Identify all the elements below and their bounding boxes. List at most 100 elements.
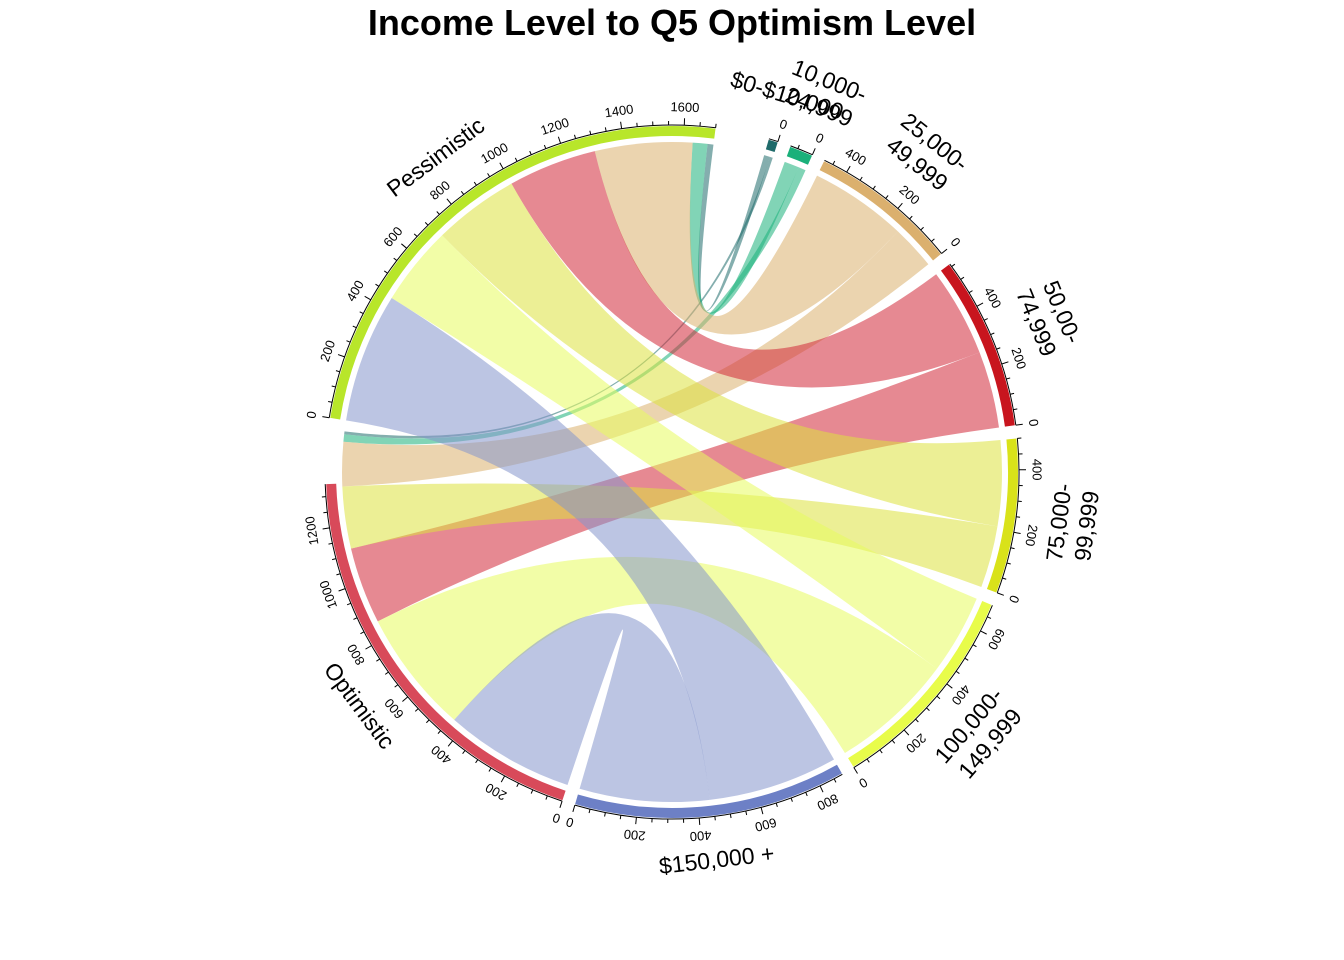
tick-pessimistic-450 <box>375 283 380 287</box>
tick-25k-300 <box>872 185 876 190</box>
tick-pessimistic-950 <box>487 173 491 178</box>
tick-pessimistic-1100 <box>529 150 532 155</box>
tick-50k-350 <box>983 318 988 321</box>
ribbon-150k-pessimistic <box>346 297 835 800</box>
tick-50k-100 <box>1010 392 1015 395</box>
tick-75k-250 <box>1016 516 1021 518</box>
tick-100k-100 <box>879 749 883 754</box>
tick-25k-250 <box>885 195 889 199</box>
sector-axis-25k <box>824 159 942 254</box>
tick-pessimistic-150 <box>335 370 340 373</box>
tick-75k-0 <box>997 592 1004 596</box>
tick-25k-50 <box>931 238 935 242</box>
tick-label-100k-200: 200 <box>903 731 929 757</box>
tick-pessimistic-1150 <box>543 144 547 149</box>
tick-50k-0 <box>1015 423 1023 426</box>
tick-label-100k-600: 600 <box>985 626 1008 652</box>
chord-ribbons <box>342 141 1003 802</box>
tick-pessimistic-500 <box>384 270 388 274</box>
tick-50k-50 <box>1013 408 1018 411</box>
ribbon-lt10k-pessimistic <box>698 143 770 312</box>
tick-150k-500 <box>729 813 732 819</box>
tick-150k-550 <box>745 810 748 816</box>
sector-axis-optimistic <box>324 484 563 802</box>
tick-25k-100 <box>920 226 924 231</box>
tick-optimistic-150 <box>516 783 519 788</box>
tick-pessimistic-1400 <box>620 121 623 129</box>
tick-50k-550 <box>951 263 956 267</box>
tick-label-25k-400: 400 <box>843 145 869 169</box>
tick-150k-850 <box>833 778 837 783</box>
tick-label-pessimistic-400: 400 <box>343 278 367 304</box>
tick-100k-250 <box>915 718 919 723</box>
ribbon-25k-optimistic <box>342 231 929 487</box>
tick-pessimistic-750 <box>436 211 440 215</box>
tick-optimistic-250 <box>488 767 492 772</box>
tick-label-50k-0: 0 <box>1026 418 1042 427</box>
tick-50k-500 <box>960 276 965 280</box>
ribbon-150k-optimistic <box>454 613 710 802</box>
tick-pessimistic-300 <box>352 325 357 329</box>
tick-100k-450 <box>955 670 960 674</box>
tick-100k-50 <box>866 758 870 763</box>
tick-25k-0 <box>941 248 948 254</box>
tick-label-optimistic-200: 200 <box>483 780 509 804</box>
tick-75k-50 <box>1002 577 1007 580</box>
tick-150k-800 <box>819 785 824 793</box>
tick-pessimistic-700 <box>424 222 429 226</box>
sector-arc-10k <box>786 146 813 165</box>
tick-50k-200 <box>1001 361 1009 365</box>
tick-label-pessimistic-1000: 1000 <box>478 139 511 166</box>
sector-arc-75k <box>986 438 1018 593</box>
tick-label-150k-0: 0 <box>564 814 575 830</box>
tick-label-50k-400: 400 <box>981 285 1005 311</box>
tick-100k-650 <box>987 616 992 619</box>
sector-arc-150k <box>575 764 842 819</box>
tick-25k-400 <box>846 165 851 173</box>
sector-axis-50k <box>949 263 1017 426</box>
tick-pessimistic-1350 <box>604 127 607 132</box>
tick-25k-450 <box>832 160 836 165</box>
tick-optimistic-1000 <box>338 588 346 592</box>
tick-150k-100 <box>604 812 606 817</box>
tick-pessimistic-800 <box>446 198 452 205</box>
tick-150k-400 <box>698 817 701 825</box>
tick-pessimistic-400 <box>364 295 372 301</box>
tick-optimistic-450 <box>437 730 442 734</box>
sector-axis-pessimistic <box>328 124 716 418</box>
tick-label-optimistic-1200: 1200 <box>302 515 321 546</box>
tick-150k-750 <box>805 792 808 797</box>
tick-label-75k-0: 0 <box>1006 593 1023 605</box>
tick-label-pessimistic-200: 200 <box>317 338 338 363</box>
tick-50k-250 <box>996 347 1001 350</box>
tick-pessimistic-850 <box>460 190 465 195</box>
tick-optimistic-100 <box>530 789 534 794</box>
tick-pessimistic-650 <box>413 233 418 237</box>
tick-pessimistic-50 <box>328 400 333 403</box>
tick-label-75k-400: 400 <box>1029 459 1044 481</box>
tick-100k-150 <box>891 739 896 744</box>
tick-optimistic-750 <box>376 658 380 662</box>
tick-25k-350 <box>859 176 863 181</box>
tick-150k-700 <box>790 797 793 802</box>
tick-optimistic-300 <box>475 759 479 764</box>
tick-optimistic-400 <box>447 740 453 747</box>
tick-optimistic-1050 <box>336 573 341 576</box>
tick-150k-600 <box>760 807 764 815</box>
tick-pessimistic-1700 <box>715 123 717 128</box>
tick-10k-0 <box>811 148 816 155</box>
tick-pessimistic-250 <box>346 340 351 343</box>
tick-label-lt10k-0: 0 <box>778 116 789 132</box>
tick-pessimistic-1200 <box>557 136 562 144</box>
tick-label-pessimistic-800: 800 <box>427 178 453 203</box>
ribbon-10k-pessimistic <box>689 142 799 314</box>
tick-optimistic-850 <box>360 631 365 635</box>
tick-100k-300 <box>926 707 930 711</box>
tick-50k-150 <box>1006 377 1011 380</box>
sector-arc-50k <box>940 264 1015 427</box>
tick-label-150k-600: 600 <box>753 815 778 835</box>
sector-axis-150k <box>574 773 843 820</box>
tick-optimistic-50 <box>545 795 548 800</box>
tick-label-pessimistic-600: 600 <box>380 224 405 250</box>
